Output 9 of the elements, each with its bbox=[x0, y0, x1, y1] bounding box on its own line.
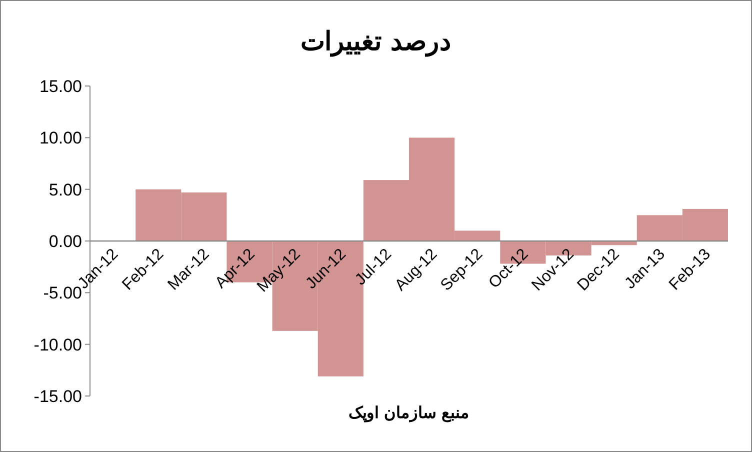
chart-title: درصد تغییرات bbox=[300, 27, 452, 57]
y-tick-label: 10.00 bbox=[39, 128, 82, 148]
x-axis-title: منبع سازمان اوپک bbox=[348, 403, 470, 423]
y-tick-label: 5.00 bbox=[48, 180, 82, 200]
y-tick-label: 15.00 bbox=[39, 77, 82, 96]
y-tick-label: -10.00 bbox=[34, 335, 82, 354]
y-tick-label: -15.00 bbox=[34, 387, 82, 406]
y-tick-label: -5.00 bbox=[43, 284, 82, 303]
y-tick-label: 0.00 bbox=[48, 232, 82, 251]
